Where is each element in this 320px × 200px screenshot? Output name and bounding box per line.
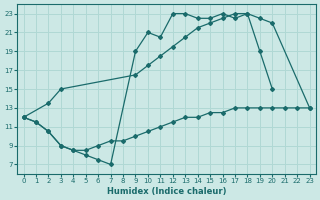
X-axis label: Humidex (Indice chaleur): Humidex (Indice chaleur) bbox=[107, 187, 226, 196]
